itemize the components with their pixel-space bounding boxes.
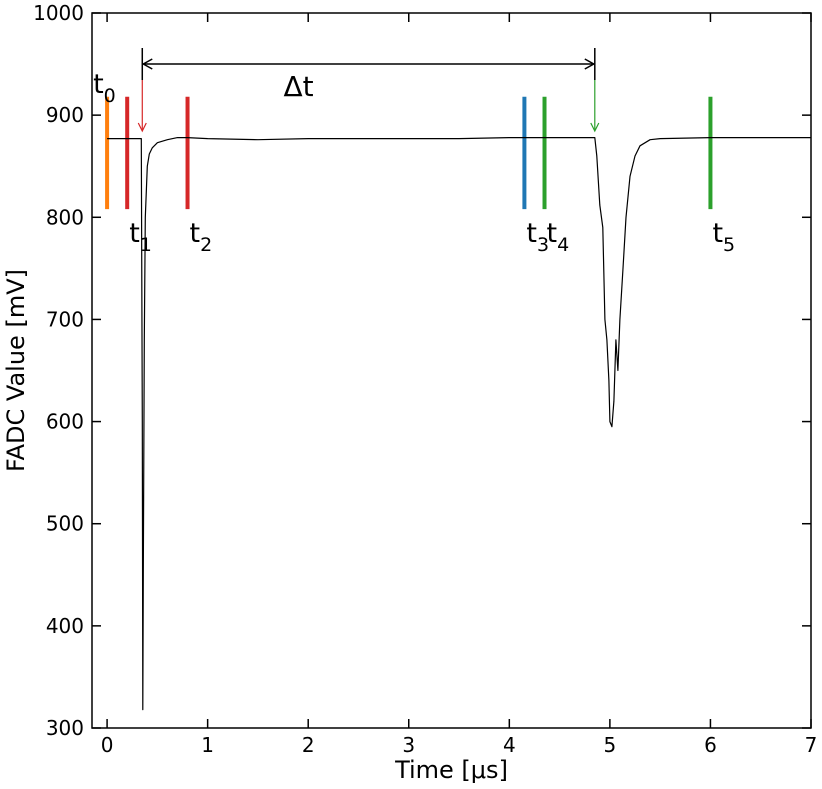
marker-label-t2: t2 (190, 218, 213, 256)
y-tick-label: 800 (46, 205, 84, 229)
pulse-arrowhead (590, 122, 600, 133)
marker-label-t1: t1 (129, 218, 152, 256)
plot-frame (91, 12, 812, 729)
y-tick-label: 700 (46, 307, 84, 331)
y-tick-label: 500 (46, 512, 84, 536)
x-tick-label: 6 (704, 733, 717, 757)
marker-label-sub: 0 (104, 85, 116, 107)
marker-label-t0: t0 (93, 69, 116, 107)
marker-label-sub: 2 (200, 234, 212, 256)
y-axis-label: FADC Value [mV] (2, 269, 30, 472)
marker-label-t4: t4 (547, 218, 570, 256)
marker-label-sub: 4 (557, 234, 569, 256)
y-tick-label: 300 (46, 716, 84, 740)
marker-label-sub: 1 (140, 234, 152, 256)
waveform-trace (107, 137, 811, 711)
delta-t-label: Δt (283, 70, 313, 103)
marker-label-t5: t5 (712, 218, 735, 256)
x-axis-label: Time [μs] (394, 756, 508, 784)
y-tick-label: 600 (46, 410, 84, 434)
y-tick-label: 1000 (33, 1, 84, 25)
x-tick-label: 0 (101, 733, 114, 757)
delta-t-arrowhead-left (141, 58, 153, 70)
x-tick-label: 3 (402, 733, 415, 757)
x-tick-label: 1 (201, 733, 214, 757)
x-tick-label: 4 (503, 733, 516, 757)
y-tick-label: 900 (46, 103, 84, 127)
x-tick-label: 7 (805, 733, 818, 757)
x-tick-label: 2 (302, 733, 315, 757)
marker-label-sub: 5 (723, 234, 735, 256)
x-tick-label: 5 (604, 733, 617, 757)
pulse-arrowhead (137, 122, 147, 133)
delta-t-arrowhead-right (584, 58, 596, 70)
marker-label-sub: 3 (537, 234, 549, 256)
y-tick-label: 400 (46, 614, 84, 638)
